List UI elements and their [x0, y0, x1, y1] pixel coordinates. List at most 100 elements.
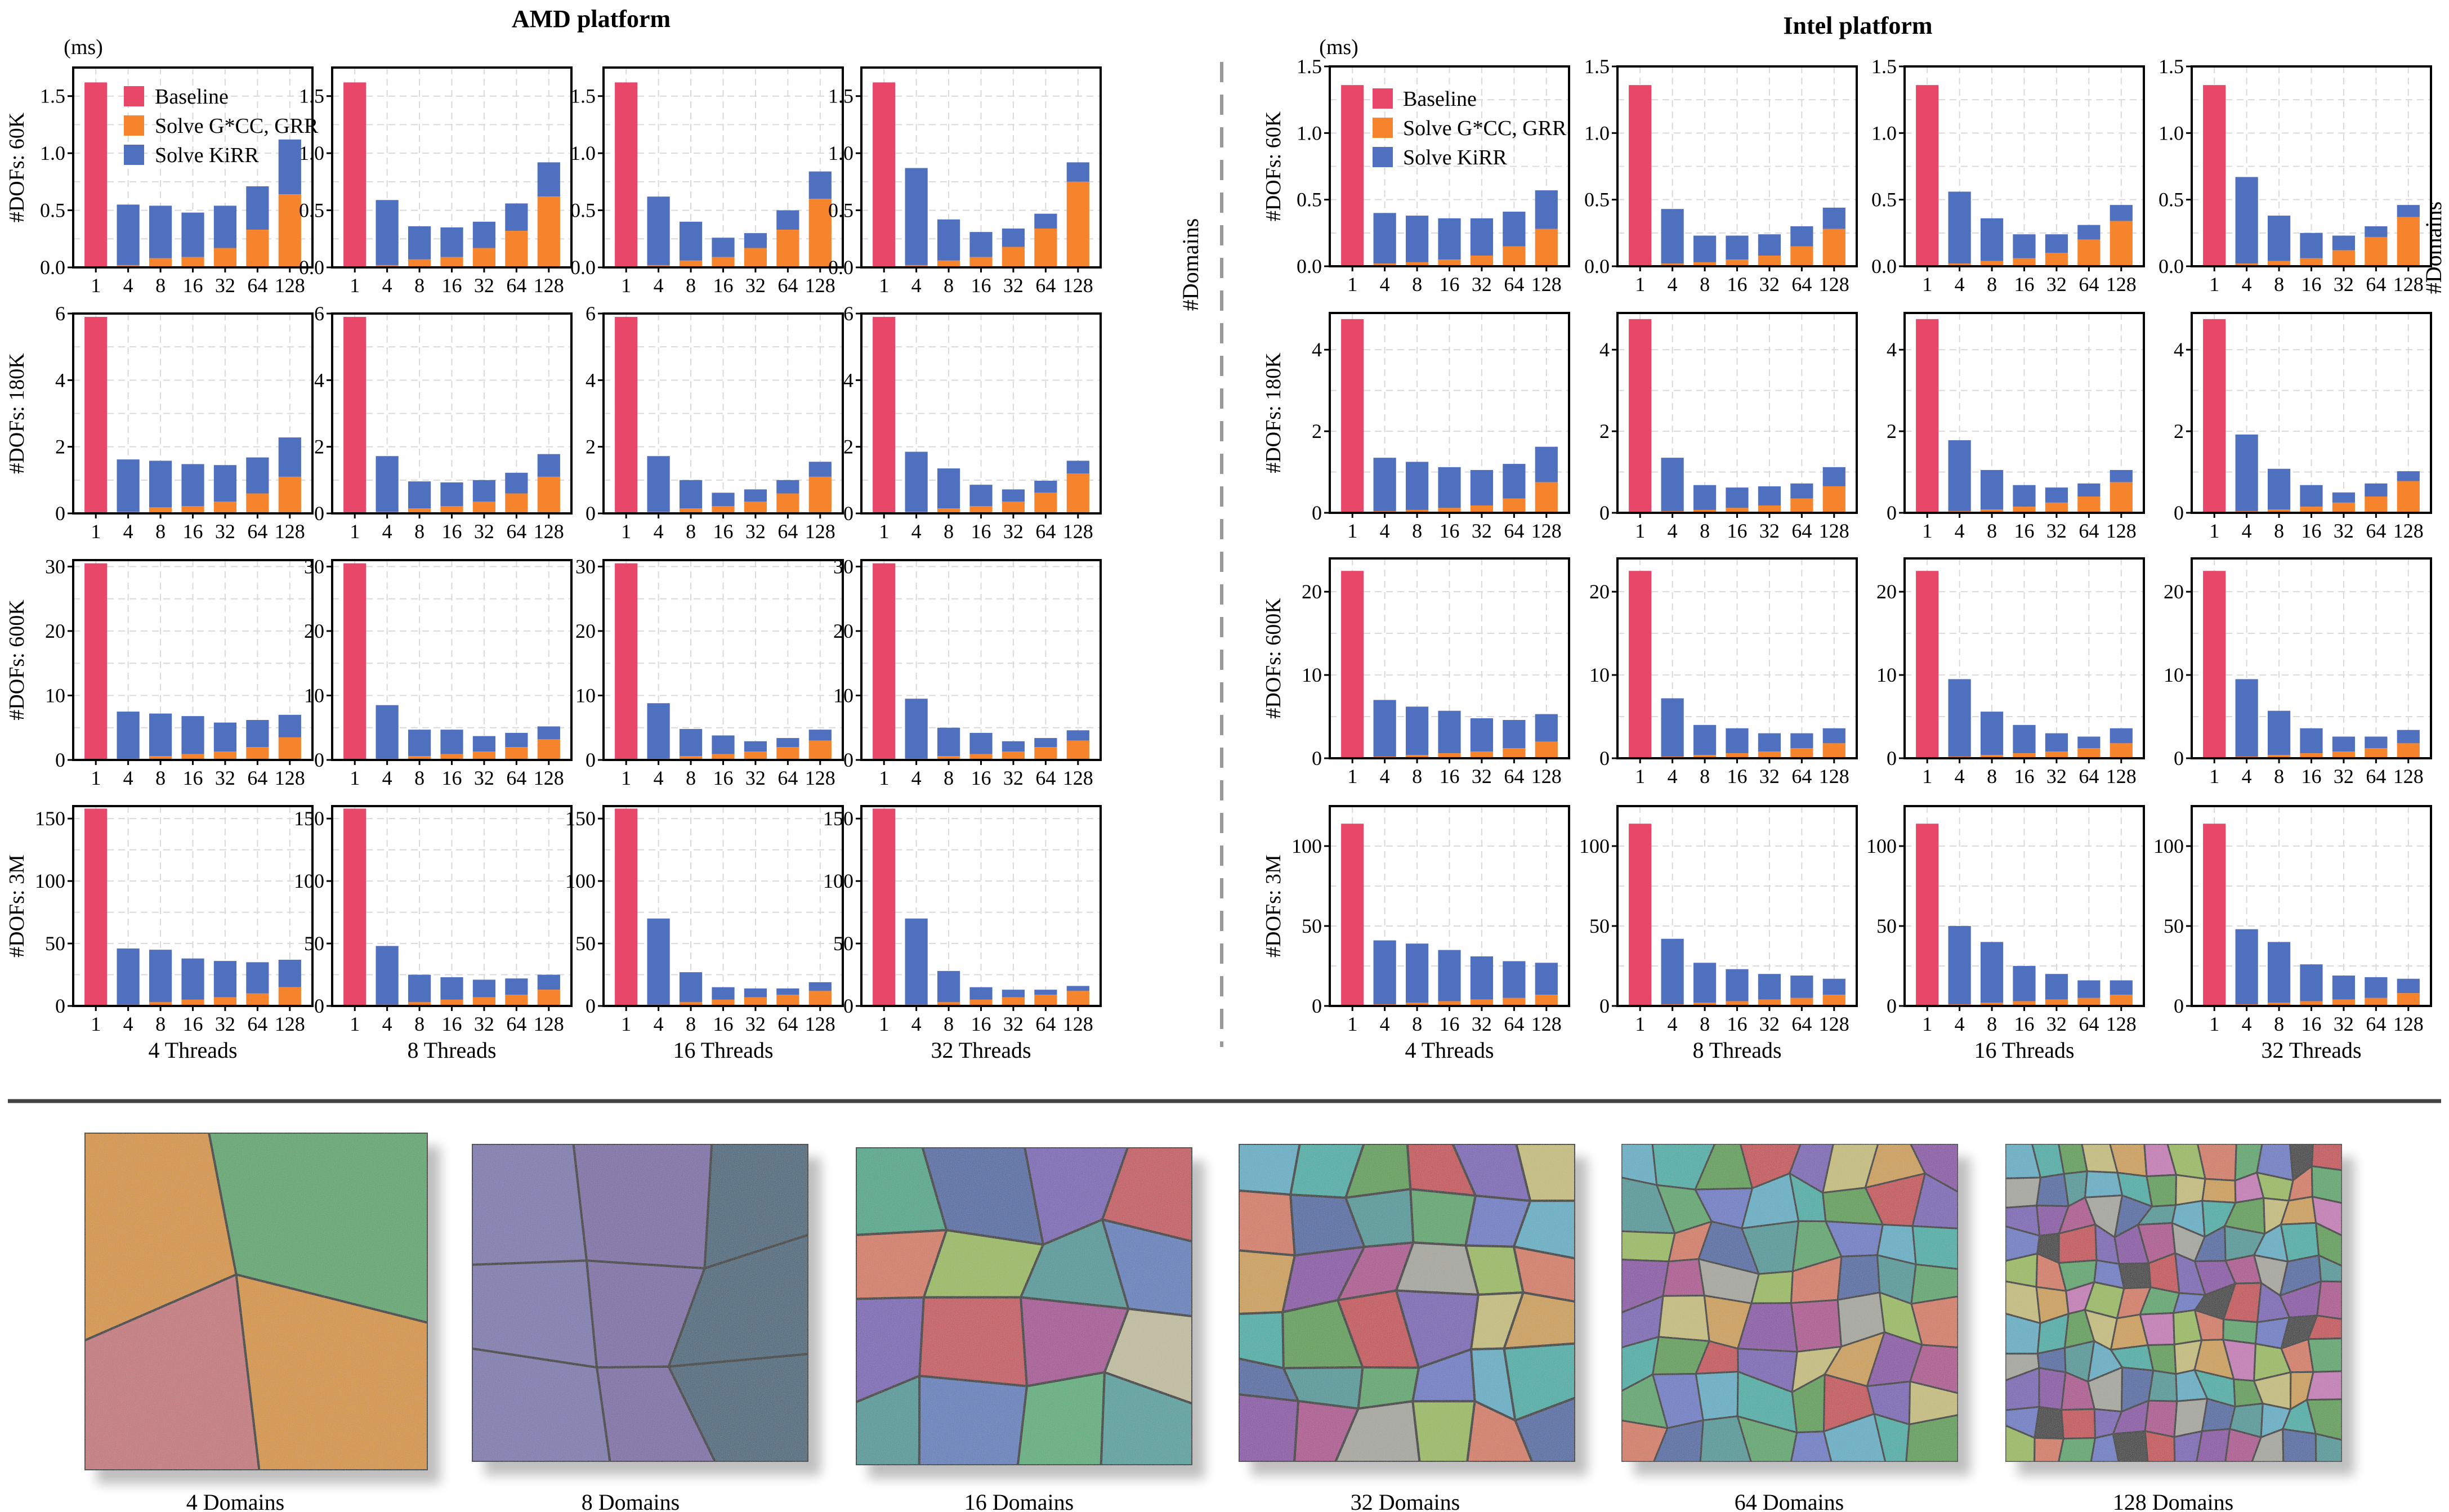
bar-solve-k: [2365, 977, 2388, 998]
bar-solve-g: [808, 740, 832, 760]
bar-solve-k: [1980, 712, 2004, 755]
x-tick-label: 128: [1531, 765, 1562, 788]
x-tick-label: 16: [2014, 273, 2035, 296]
bar-solve-k: [440, 482, 463, 506]
bar-baseline: [1916, 824, 1939, 1006]
x-tick-label: 32: [1003, 520, 1024, 543]
bar-solve-k: [213, 465, 237, 502]
bar-baseline: [1629, 319, 1652, 513]
x-tick-label: 8: [686, 520, 696, 543]
legend-baseline-swatch: [1373, 88, 1393, 109]
bar-baseline: [615, 316, 638, 513]
x-tick-label: 8: [1987, 273, 1997, 296]
thread-label: 32 Threads: [931, 1037, 1031, 1063]
row-label-3m: #DOFs: 3M: [5, 855, 29, 958]
bar-solve-k: [744, 489, 767, 502]
bar-solve-g: [1470, 999, 1494, 1006]
mesh-label: 64 Domains: [1735, 1489, 1844, 1512]
y-tick-label: 0: [586, 995, 596, 1017]
bar-baseline: [1341, 571, 1364, 758]
bar-solve-k: [408, 730, 431, 757]
x-tick-label: 4: [1955, 1013, 1965, 1035]
y-tick-label: 4: [843, 369, 853, 391]
bar-solve-k: [712, 238, 735, 257]
bar-solve-k: [376, 456, 399, 512]
x-tick-label: 32: [745, 274, 766, 297]
x-tick-label: 4: [654, 274, 664, 297]
bar-solve-k: [647, 456, 670, 512]
y-tick-label: 100: [565, 870, 596, 892]
x-tick-label: 64: [2079, 765, 2099, 788]
x-tick-label: 16: [442, 1013, 462, 1035]
bar-solve-k: [1503, 719, 1526, 749]
y-tick-label: 1.5: [40, 85, 65, 108]
x-tick-label: 8: [1987, 1013, 1997, 1035]
bar-solve-g: [408, 756, 431, 760]
bar-solve-g: [937, 756, 960, 760]
legend-baseline-label: Baseline: [155, 85, 229, 109]
x-tick-label: 16: [1727, 765, 1748, 788]
bar-baseline: [1341, 85, 1364, 266]
y-tick-label: 10: [2164, 664, 2184, 686]
mesh-domain-cell: [2057, 1437, 2097, 1463]
bar-baseline: [873, 316, 896, 513]
x-tick-label: 16: [183, 274, 203, 297]
bar-solve-g: [969, 257, 993, 267]
x-tick-label: 1: [1347, 1013, 1357, 1035]
x-tick-label: 64: [506, 1013, 526, 1035]
bar-solve-k: [2110, 469, 2133, 482]
bar-solve-g: [1790, 246, 1813, 266]
y-tick-label: 50: [833, 932, 853, 955]
x-tick-label: 16: [183, 520, 203, 543]
bar-baseline: [84, 316, 108, 513]
y-tick-label: 4: [1887, 338, 1897, 361]
legend-solve-g-label: Solve G*CC, GRR: [1403, 117, 1567, 140]
y-tick-label: 0.0: [1584, 255, 1610, 278]
x-tick-label: 4: [123, 767, 133, 789]
bar-solve-g: [744, 248, 767, 267]
mesh-surface: [83, 1131, 429, 1471]
panel-amd-600k-4t: 0 10 20 30 1 4 8 16 32 64 128: [45, 555, 314, 789]
mesh-domain-cell: [1620, 1230, 1676, 1263]
bar-solve-g: [149, 258, 172, 267]
bar-baseline: [84, 808, 108, 1006]
y-tick-label: 0: [1599, 995, 1610, 1017]
mesh-domain-cell: [1016, 1371, 1106, 1466]
bar-solve-k: [472, 480, 496, 502]
bar-solve-g: [1822, 486, 1845, 513]
bar-solve-k: [537, 726, 560, 740]
bar-solve-k: [1948, 926, 1971, 1005]
panel-intel-3m-16t: 0 50 100 1 4 8 16 32 64 128 16 Threads: [1866, 805, 2145, 1063]
bar-solve-k: [1980, 942, 2004, 1003]
bar-solve-g: [1066, 181, 1089, 267]
x-tick-label: 128: [1819, 520, 1849, 542]
x-tick-label: 4: [123, 1013, 133, 1035]
mesh-domain-cell: [471, 1143, 588, 1266]
amd-domains-axis-label: #Domains: [1178, 218, 1203, 311]
x-tick-label: 32: [1759, 1013, 1780, 1035]
bar-solve-g: [969, 754, 993, 760]
bar-solve-g: [505, 493, 528, 513]
bar-solve-g: [808, 199, 832, 267]
panel-amd-3m-16t: 0 50 100 150 1 4 8 16 32 64 128 16 Threads: [565, 805, 844, 1063]
y-tick-label: 100: [1866, 835, 1897, 857]
bar-solve-k: [1405, 462, 1429, 510]
bar-solve-g: [776, 230, 799, 267]
thread-label: 4 Threads: [148, 1037, 237, 1063]
bar-solve-k: [1980, 469, 2004, 510]
amd-unit-label: (ms): [64, 35, 103, 59]
x-tick-label: 64: [1035, 520, 1056, 543]
bar-solve-k: [1693, 235, 1717, 262]
bar-solve-k: [1034, 213, 1057, 229]
bar-solve-k: [808, 982, 832, 991]
mesh-domain-cell: [1695, 1371, 1739, 1421]
bar-solve-g: [2013, 1001, 2036, 1006]
x-tick-label: 64: [247, 274, 267, 297]
bar-solve-g: [937, 508, 960, 513]
bar-solve-g: [2332, 751, 2356, 758]
y-tick-label: 20: [575, 620, 596, 642]
x-tick-label: 8: [1412, 273, 1422, 296]
y-tick-label: 150: [823, 807, 853, 830]
y-tick-label: 1.0: [2158, 122, 2184, 144]
